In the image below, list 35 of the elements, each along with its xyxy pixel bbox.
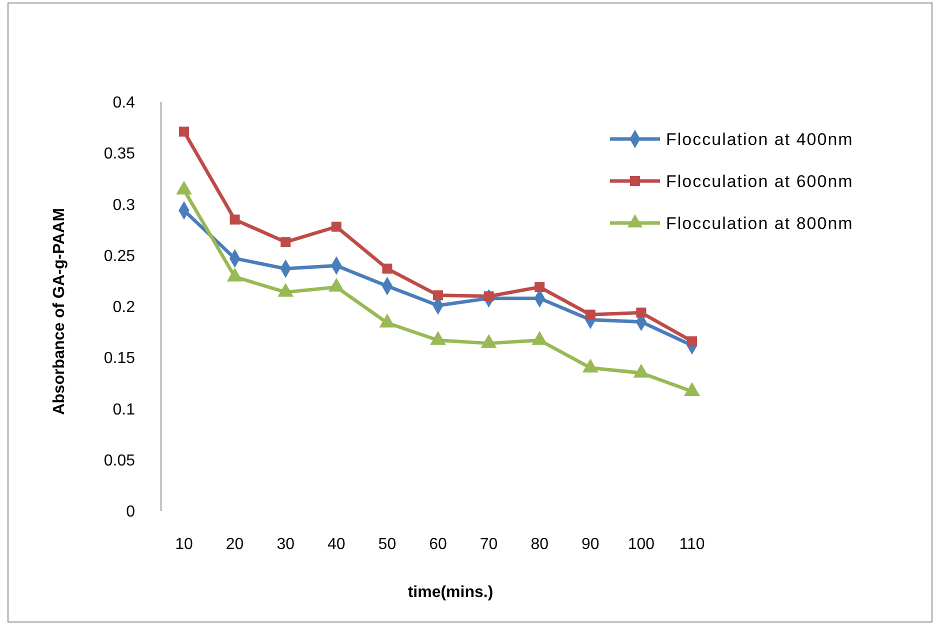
y-tick-label: 0.1 (112, 401, 136, 418)
point (585, 310, 596, 320)
point (534, 282, 545, 292)
point (382, 264, 392, 274)
y-axis-title: Absorbance of GA-g-PAAM (51, 208, 68, 415)
x-tick-label: 90 (582, 536, 600, 553)
x-tick-label: 30 (276, 536, 295, 553)
x-tick-label: 100 (628, 536, 655, 553)
point (636, 308, 646, 318)
x-tick-label: 40 (328, 536, 346, 553)
y-tick-label: 0.4 (112, 94, 136, 112)
x-axis-title: time(mins.) (408, 584, 494, 601)
y-tick-label: 0.15 (104, 350, 136, 368)
point (230, 214, 240, 225)
legend-label: Flocculation at 400nm (666, 130, 854, 149)
x-tick-label: 20 (226, 536, 244, 553)
x-tick-label: 50 (378, 536, 396, 553)
point (280, 237, 291, 248)
y-tick-label: 0.3 (112, 196, 136, 214)
point (331, 222, 342, 232)
x-tick-label: 110 (679, 536, 705, 553)
x-tick-label: 10 (175, 536, 193, 553)
point (484, 291, 494, 302)
y-tick-label: 0 (126, 504, 136, 521)
point (179, 126, 189, 137)
x-tick-label: 60 (429, 536, 447, 553)
y-tick-label: 0.2 (112, 299, 136, 316)
y-tick-label: 0.25 (104, 248, 136, 265)
point (433, 290, 443, 300)
legend-label: Flocculation at 800nm (666, 214, 854, 233)
y-tick-label: 0.05 (104, 452, 136, 470)
y-tick-label: 0.35 (104, 146, 136, 163)
x-tick-label: 80 (530, 536, 549, 553)
x-tick-label: 70 (480, 536, 498, 553)
legend-label: Flocculation at 600nm (666, 172, 854, 191)
